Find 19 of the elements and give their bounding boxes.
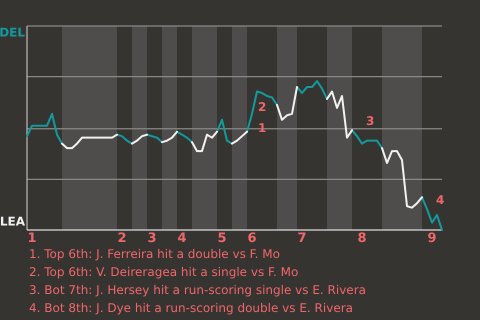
text: LEA [0, 214, 26, 228]
x-tick-label: 5 [217, 231, 227, 246]
x-tick-label: 4 [177, 231, 187, 246]
text: 1. Top 6th: J. Ferreira hit a double vs F. Mo [29, 247, 280, 261]
text: 2. Top 6th: V. Deireragea hit a single vs F. Mo [29, 265, 298, 279]
text: 4. Bot 8th: J. Dye hit a run-scoring double vs E. Rivera [29, 301, 353, 315]
text: 3. Bot 7th: J. Hersey hit a run-scoring single vs E. Rivera [29, 283, 366, 297]
x-tick-label: 9 [427, 231, 437, 246]
x-tick-label: 2 [117, 231, 127, 246]
x-tick-label: 3 [147, 231, 157, 246]
annotation: 2 [258, 100, 266, 114]
text: DEL [0, 25, 26, 40]
x-tick-label: 1 [27, 231, 37, 246]
annotation: 3 [366, 114, 374, 128]
x-tick-label: 7 [297, 231, 307, 246]
annotation: 4 [436, 192, 444, 207]
x-tick-label: 8 [357, 231, 367, 246]
annotation: 1 [258, 121, 266, 136]
x-tick-label: 6 [247, 231, 257, 246]
